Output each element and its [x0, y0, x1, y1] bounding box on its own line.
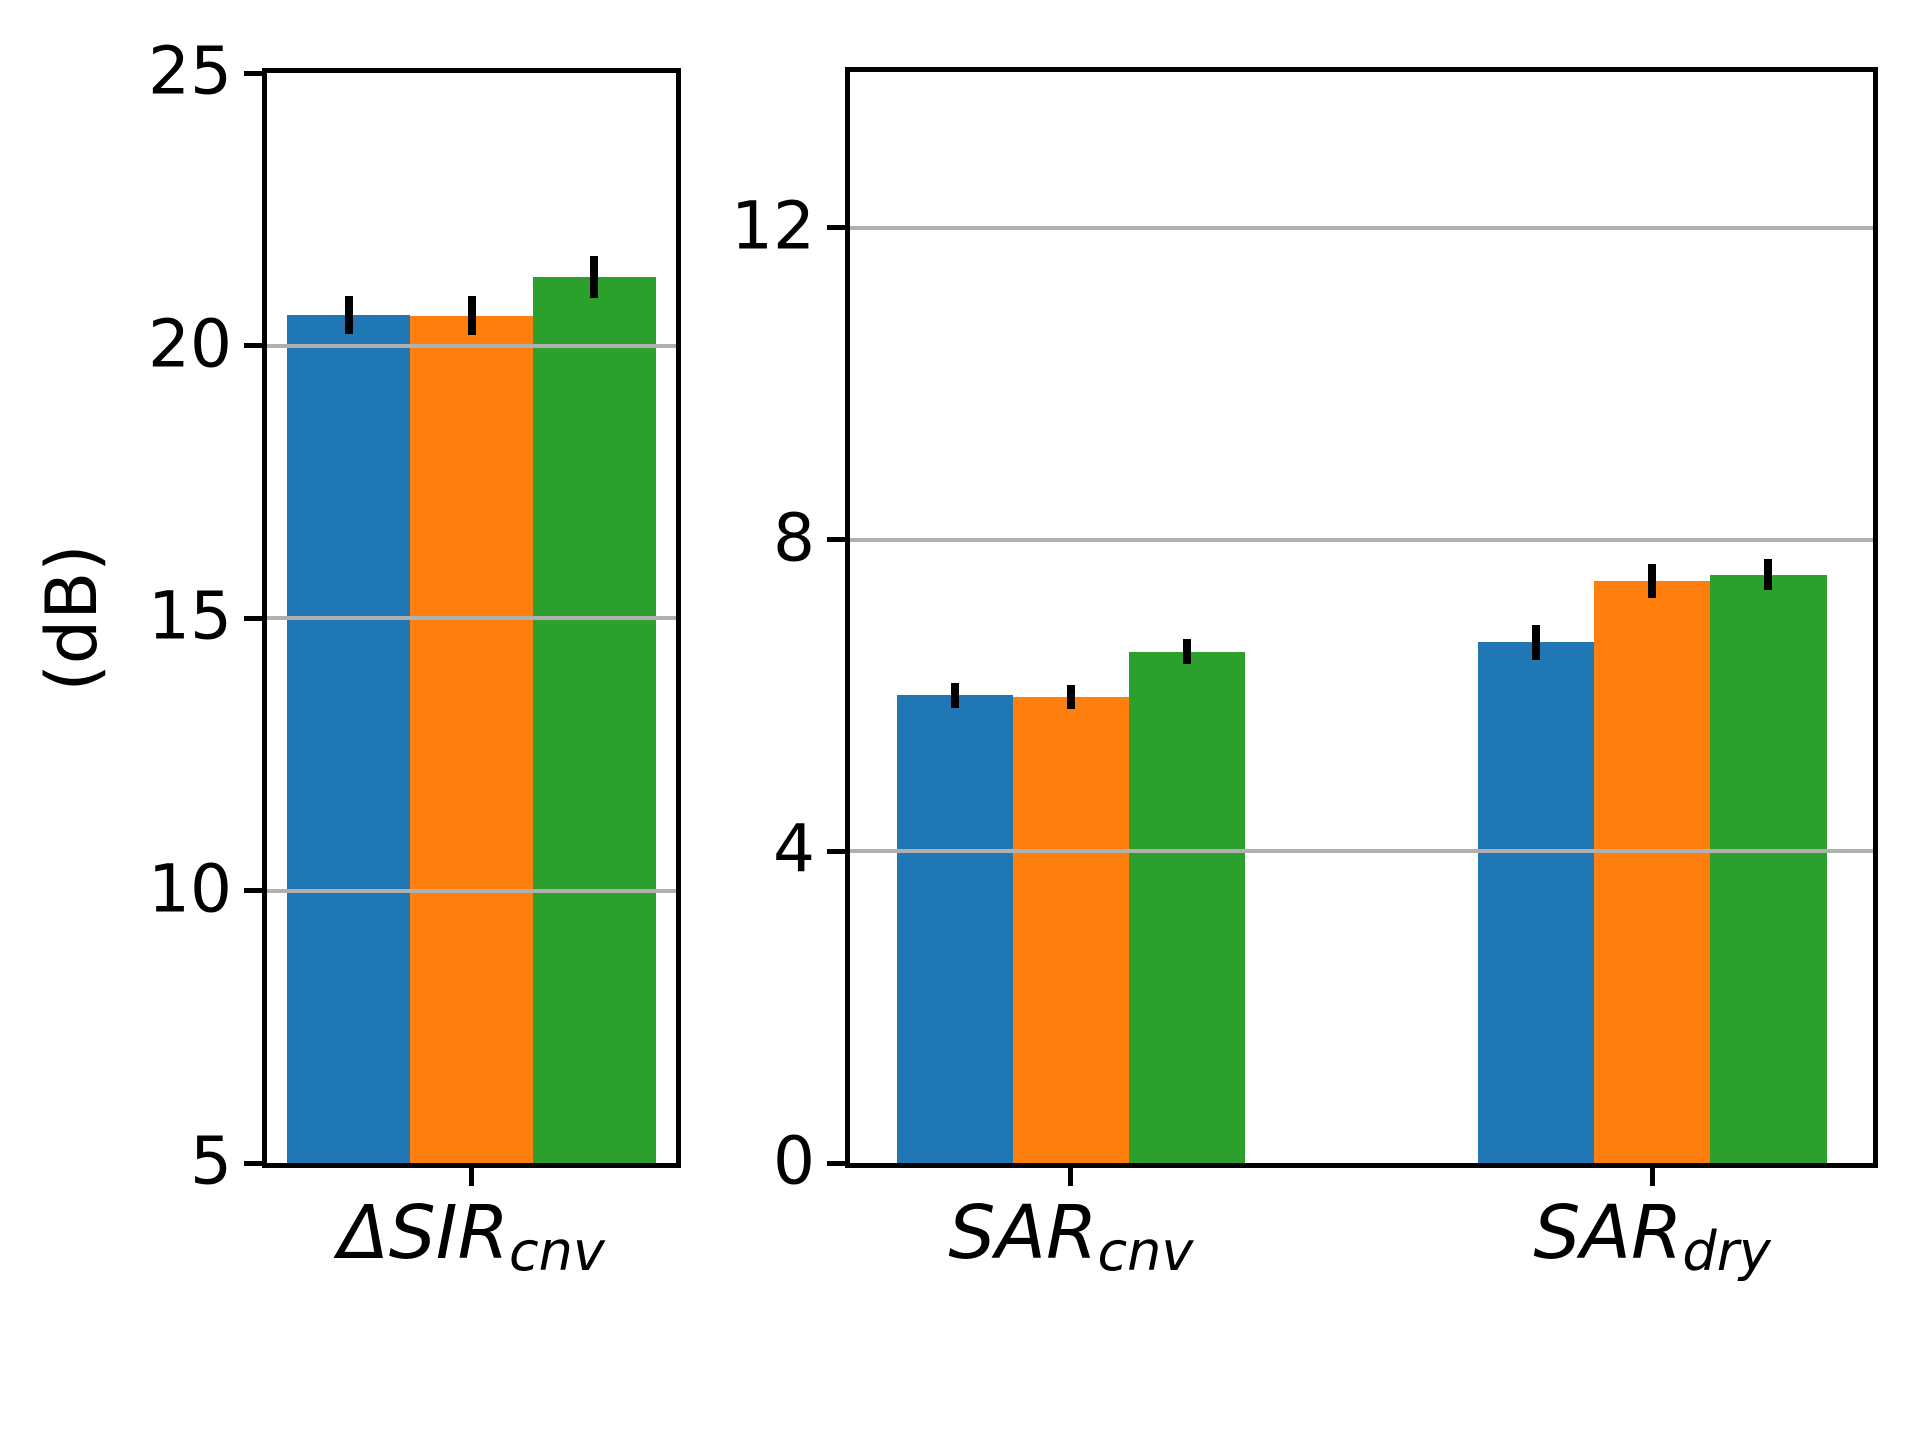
- gridline-y-4: [850, 849, 1873, 854]
- bar-series-blue-SAR_cnv: [896, 695, 1013, 1163]
- bar-series-blue-ΔSIR_cnv: [287, 314, 411, 1163]
- error-bar: [344, 295, 353, 335]
- bar-series-green-ΔSIR_cnv: [532, 276, 656, 1163]
- gridline-y-8: [850, 537, 1873, 542]
- y-tick-label: 10: [148, 850, 232, 928]
- y-tick-label: 4: [773, 810, 815, 888]
- y-tick-label: 8: [773, 499, 815, 577]
- x-tick-label-main: ΔSIR: [338, 1190, 509, 1276]
- y-tick-mark: [244, 70, 262, 76]
- y-tick-mark: [827, 1160, 845, 1166]
- error-bar: [1066, 684, 1075, 710]
- bar-series-green-SAR_dry: [1710, 574, 1827, 1163]
- y-tick-label: 0: [773, 1122, 815, 1200]
- error-bar: [1648, 563, 1657, 598]
- x-tick-label: SARcnv: [948, 1196, 1193, 1278]
- x-tick-label-subscript: dry: [1682, 1219, 1771, 1283]
- error-bar: [590, 256, 599, 298]
- x-tick-label: ΔSIRcnv: [338, 1196, 605, 1278]
- gridline-y-12: [850, 225, 1873, 230]
- y-tick-label: 12: [731, 187, 815, 265]
- y-tick-label: 5: [190, 1122, 232, 1200]
- error-bar: [1183, 639, 1192, 665]
- bar-series-orange-SAR_cnv: [1012, 696, 1129, 1163]
- bar-series-green-SAR_cnv: [1129, 651, 1246, 1163]
- x-tick-label: SARdry: [1533, 1196, 1770, 1278]
- x-tick-label-main: SAR: [1533, 1190, 1683, 1276]
- error-bar: [1531, 625, 1540, 660]
- gridline-y-15: [267, 616, 676, 620]
- x-tick-label-main: SAR: [948, 1190, 1098, 1276]
- right-axes: [845, 67, 1878, 1168]
- error-bar: [467, 295, 476, 336]
- y-tick-mark: [827, 537, 845, 543]
- x-tick-label-subscript: cnv: [1097, 1219, 1194, 1283]
- bar-series-blue-SAR_dry: [1477, 642, 1594, 1163]
- y-tick-label: 20: [148, 305, 232, 383]
- x-tick-mark: [469, 1168, 474, 1186]
- bar-series-orange-SAR_dry: [1594, 580, 1711, 1163]
- x-tick-mark: [1068, 1168, 1074, 1186]
- x-tick-mark: [1649, 1168, 1655, 1186]
- error-bar: [1764, 559, 1773, 591]
- error-bar: [950, 682, 959, 708]
- gridline-y-20: [267, 343, 676, 348]
- y-tick-mark: [244, 888, 262, 893]
- y-tick-label: 25: [148, 32, 232, 110]
- x-tick-label-subscript: cnv: [508, 1219, 605, 1283]
- gridline-y-10: [267, 888, 676, 893]
- y-tick-label: 15: [148, 577, 232, 655]
- y-tick-mark: [244, 343, 262, 348]
- bar-series-orange-ΔSIR_cnv: [410, 315, 533, 1163]
- y-tick-mark: [827, 848, 845, 854]
- y-tick-mark: [244, 615, 262, 621]
- y-tick-mark: [244, 1160, 262, 1166]
- left-axes: [262, 68, 681, 1168]
- y-tick-mark: [827, 225, 845, 231]
